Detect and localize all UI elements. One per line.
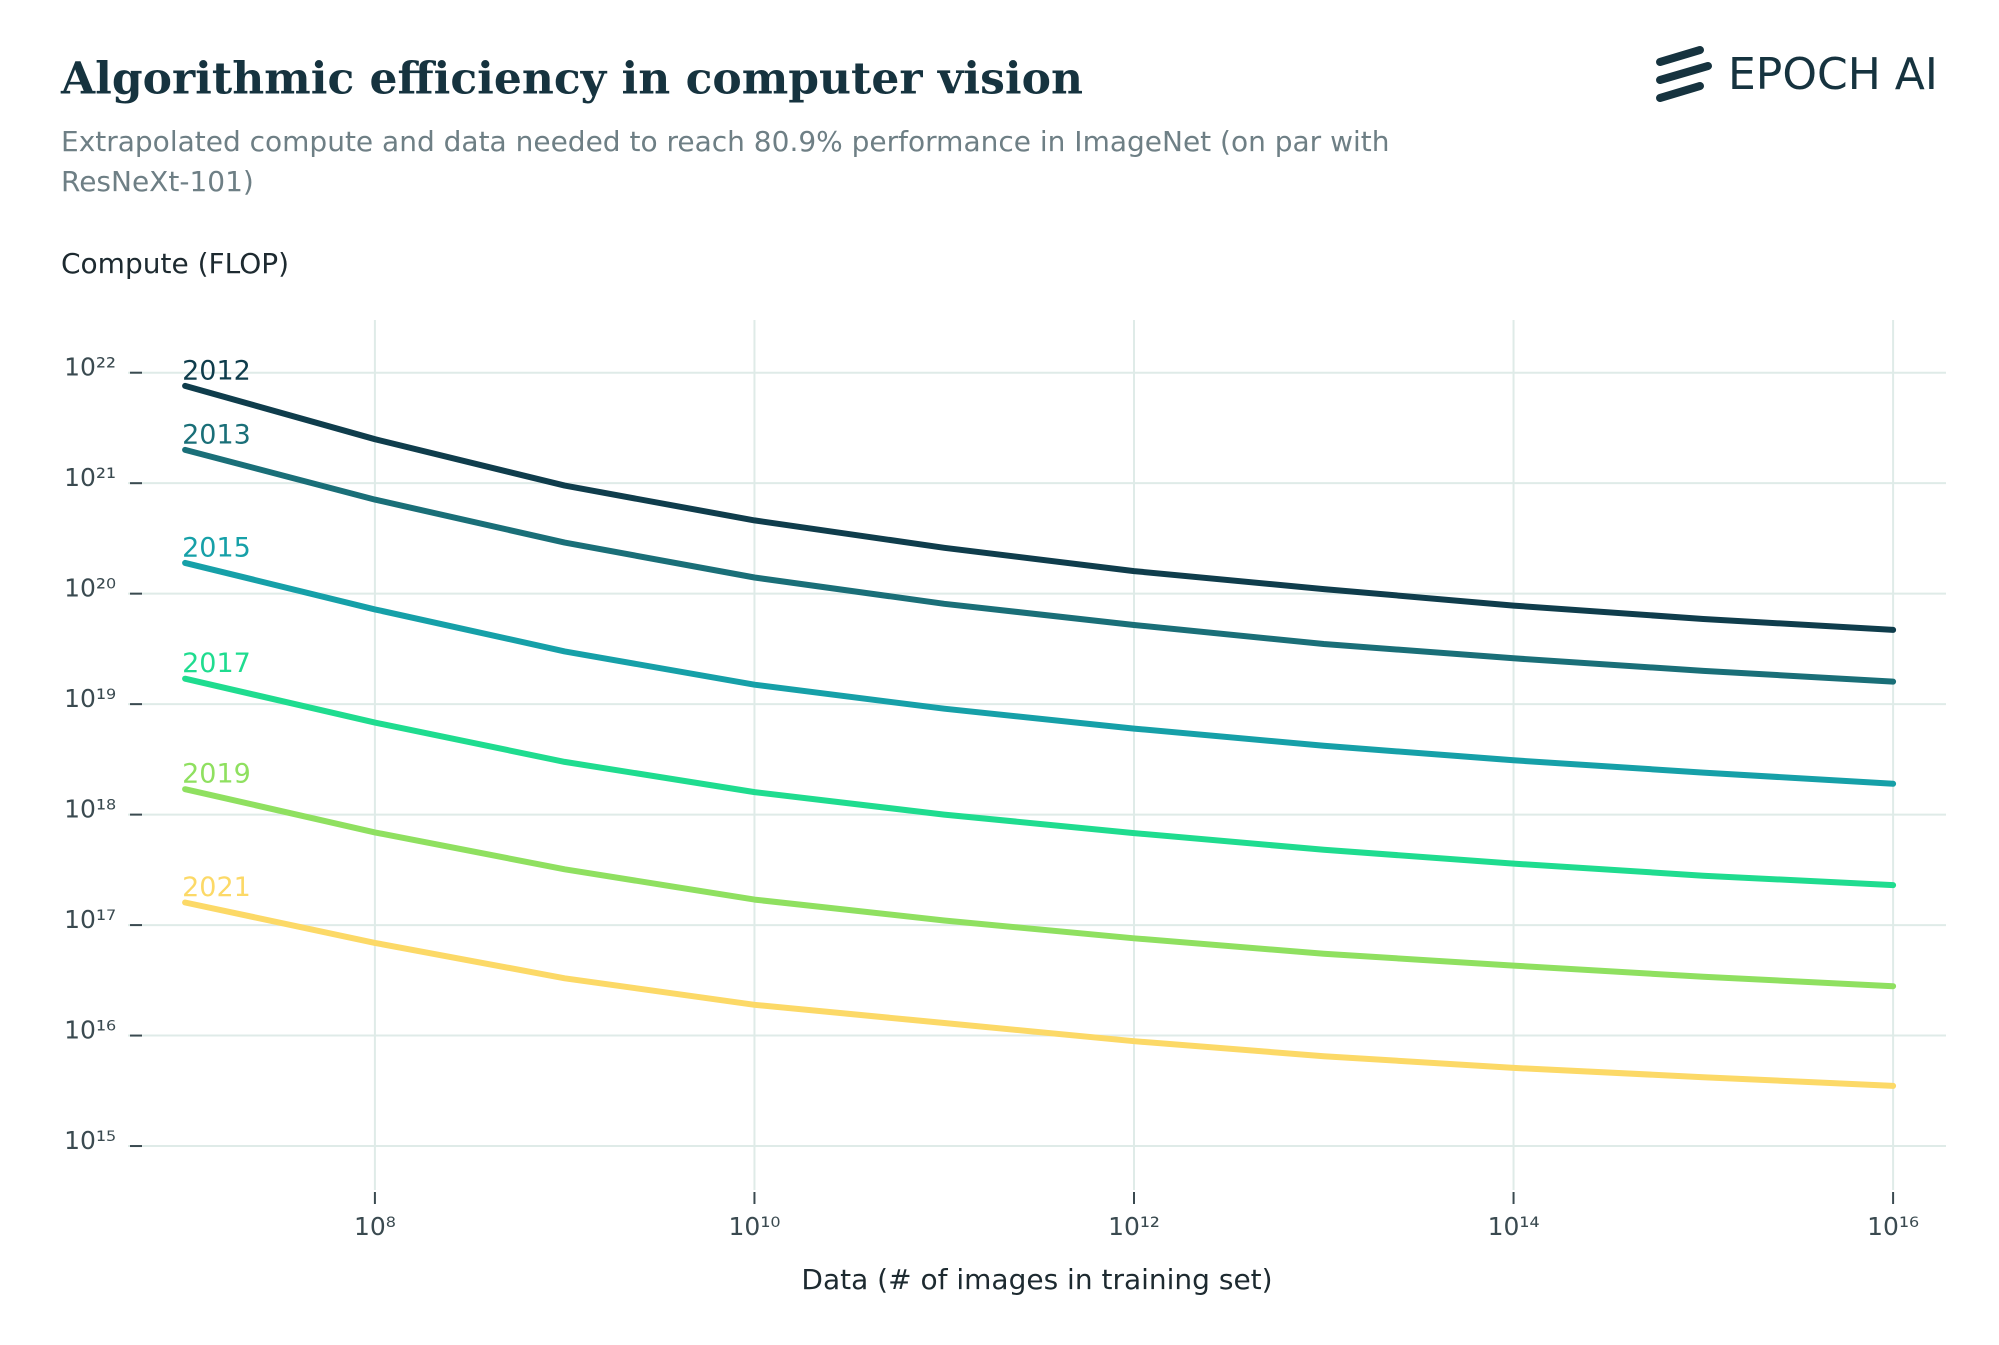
y-tick-label: 10²² [64,353,116,382]
series-line [182,382,1897,633]
series-label: 2021 [182,872,251,903]
series-label: 2019 [182,759,251,790]
series-label: 2015 [182,532,251,563]
y-tick-label: 10¹⁷ [64,905,116,934]
series-line [182,446,1897,685]
series-label: 2017 [182,648,251,679]
series-label: 2013 [182,419,251,450]
y-tick-label: 10¹⁸ [64,795,116,824]
x-tick-label: 10¹⁶ [1867,1212,1919,1241]
x-tick-label: 10¹⁰ [729,1212,781,1241]
series-line [182,899,1897,1089]
subtitle-box: Extrapolated compute and data needed to … [61,125,1390,198]
chart-subtitle: Extrapolated compute and data needed to … [61,125,1390,198]
y-tick-label: 10¹⁹ [64,684,116,713]
logo-icon [1656,46,1712,102]
logo-text: EPOCH AI [1728,49,1938,100]
series-line [182,675,1897,889]
y-tick-label: 10¹⁶ [64,1016,116,1045]
x-tick-label: 10¹⁴ [1488,1212,1540,1241]
series-line [182,559,1897,787]
x-axis-title: Data (# of images in training set) [801,1263,1272,1296]
series-label: 2012 [182,355,251,386]
x-tick-label: 10¹² [1108,1212,1160,1241]
y-tick-label: 10²¹ [64,463,116,492]
logo: EPOCH AI [1656,46,1938,102]
x-tick-label: 10⁸ [354,1212,396,1241]
y-tick-label: 10²⁰ [64,574,116,603]
y-tick-label: 10¹⁵ [64,1126,116,1155]
chart-title: Algorithmic efficiency in computer visio… [60,54,1083,105]
series-line [182,786,1897,990]
y-axis-title: Compute (FLOP) [61,247,289,280]
